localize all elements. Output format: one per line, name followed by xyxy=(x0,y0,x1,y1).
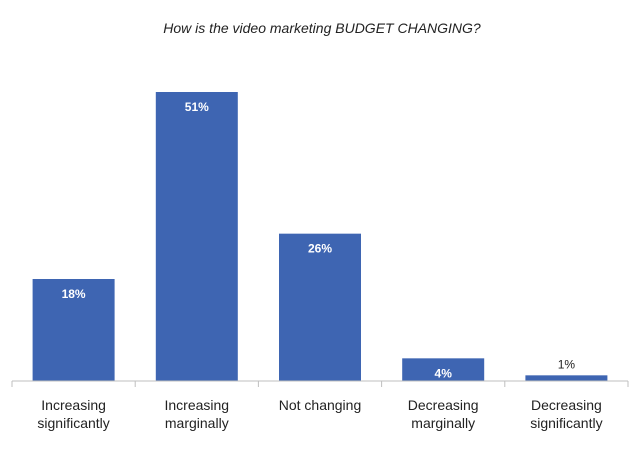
bar xyxy=(279,233,361,381)
category-label: Not changing xyxy=(279,397,362,413)
data-label: 18% xyxy=(62,287,86,301)
category-label: marginally xyxy=(165,415,229,431)
category-label: Decreasing xyxy=(408,397,479,413)
category-label: marginally xyxy=(411,415,475,431)
category-label: Increasing xyxy=(41,397,106,413)
bar xyxy=(525,375,608,381)
bar xyxy=(32,279,115,381)
bar xyxy=(402,358,485,381)
data-label: 1% xyxy=(558,357,576,371)
bar xyxy=(155,92,238,381)
data-label: 26% xyxy=(308,242,332,256)
data-label: 4% xyxy=(435,366,453,380)
category-label: significantly xyxy=(530,415,602,431)
category-label: Increasing xyxy=(165,397,230,413)
chart-title: How is the video marketing BUDGET CHANGI… xyxy=(163,20,481,36)
data-label: 51% xyxy=(185,100,209,114)
category-label: significantly xyxy=(37,415,109,431)
category-label: Decreasing xyxy=(531,397,602,413)
